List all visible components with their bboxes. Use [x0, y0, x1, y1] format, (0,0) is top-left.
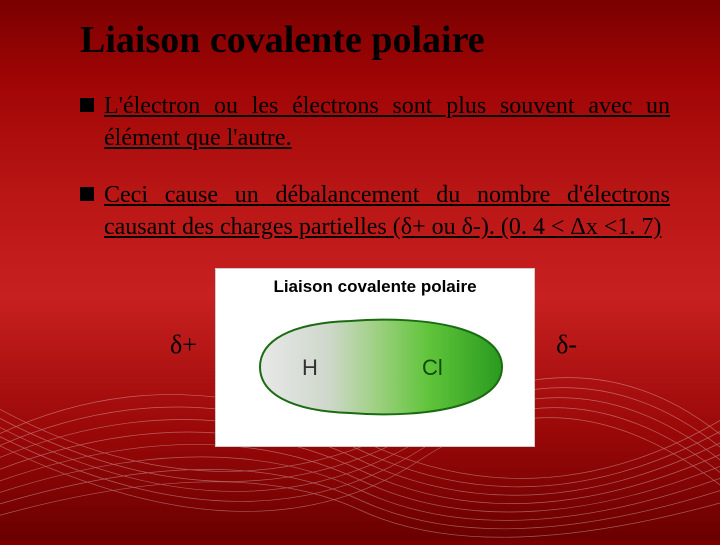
bullet-marker-icon	[80, 187, 94, 201]
delta-plus-label: δ+	[170, 330, 197, 360]
bullet-text: L'électron ou les électrons sont plus so…	[104, 90, 670, 155]
bullet-item: L'électron ou les électrons sont plus so…	[80, 90, 670, 155]
bullet-marker-icon	[80, 98, 94, 112]
atom-h-label: H	[302, 355, 318, 380]
delta-minus-label: δ-	[556, 330, 577, 360]
slide-content: Liaison covalente polaire L'électron ou …	[0, 0, 720, 447]
atom-cl-label: Cl	[422, 355, 443, 380]
slide-title: Liaison covalente polaire	[80, 18, 670, 62]
figure-title: Liaison covalente polaire	[226, 277, 524, 297]
molecule-figure: Liaison covalente polaire	[215, 268, 535, 447]
bullet-text: Ceci cause un débalancement du nombre d'…	[104, 179, 670, 244]
molecule-diagram: H Cl	[230, 307, 520, 427]
bullet-item: Ceci cause un débalancement du nombre d'…	[80, 179, 670, 244]
figure-container: δ+ δ- Liaison covalente polaire	[215, 268, 535, 447]
